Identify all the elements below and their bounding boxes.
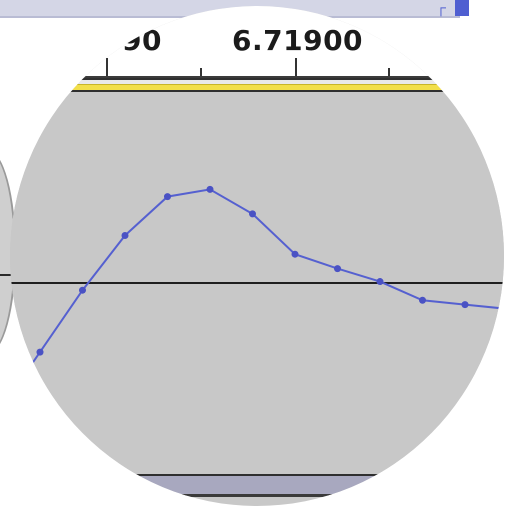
sample-point[interactable] [79,286,86,294]
ruler-label-left: 390 [102,24,162,57]
waveform-track[interactable] [10,92,504,474]
track-bottom-border [10,474,504,476]
sample-point[interactable] [164,193,171,201]
selection-highlight [10,84,504,90]
sample-point[interactable] [291,250,299,258]
sample-point[interactable] [249,210,256,218]
track-bottom-edge [10,494,504,497]
adjacent-zero-line [0,274,14,276]
ruler-major-tick [295,58,297,76]
sample-point[interactable] [121,231,129,239]
timeline-ruler[interactable]: 390 6.71900 [10,6,504,78]
sample-point[interactable] [36,348,44,356]
ruler-minor-tick [200,68,202,76]
track-divider [10,90,504,92]
sample-point[interactable] [376,278,384,286]
bottom-selection-strip [10,476,504,496]
ruler-minor-tick [388,68,390,76]
ruler-major-tick [106,58,108,76]
magnifier-lens: 390 6.71900 [10,6,504,506]
ruler-baseline [10,76,504,78]
sample-point[interactable] [461,301,469,309]
waveform-plot[interactable] [10,92,504,474]
ruler-label-right: 6.71900 [232,24,364,57]
sample-point[interactable] [334,265,341,273]
sample-point[interactable] [419,296,426,304]
sample-point[interactable] [206,185,214,193]
waveform-line [10,188,504,397]
